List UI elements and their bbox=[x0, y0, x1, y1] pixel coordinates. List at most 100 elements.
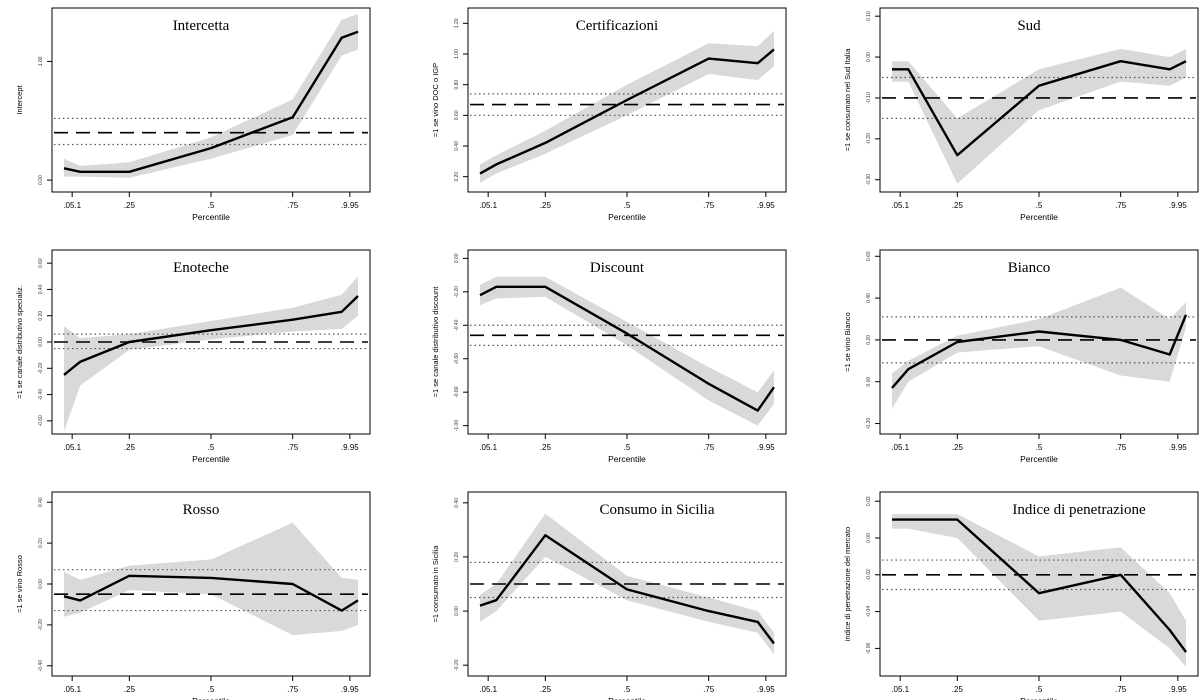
panel-sud: Sud .05.1 .25 .5 .75 .9.95 Percentile -0.30 -0.2… bbox=[843, 7, 1199, 222]
x-tick-label: .5 bbox=[624, 443, 631, 452]
plot-area bbox=[882, 48, 1196, 184]
y-axis-label: =1 se canale distributivo specializ. bbox=[15, 285, 24, 399]
y-tick-label: 0.10 bbox=[866, 11, 872, 21]
x-tick-label: .75 bbox=[287, 201, 299, 210]
x-tick-label: .05.1 bbox=[891, 685, 909, 694]
y-tick-label: 0.00 bbox=[38, 337, 44, 347]
quantile-estimate-line bbox=[63, 295, 359, 376]
panel-enoteche: Enoteche .05.1 .25 .5 .75 .9.95 Percentile -0.6… bbox=[15, 249, 371, 464]
panel-title: Discount bbox=[590, 260, 645, 276]
x-tick-label: .5 bbox=[624, 201, 631, 210]
x-tick-label: .75 bbox=[703, 201, 715, 210]
panel-title: Sud bbox=[1017, 18, 1041, 34]
y-tick-label: 0.40 bbox=[38, 497, 44, 507]
plot-frame bbox=[51, 7, 371, 193]
x-tick-label: .05.1 bbox=[479, 201, 497, 210]
y-tick-label: 0.20 bbox=[866, 335, 872, 345]
y-axis-label: =1 se vino DOC o IGP bbox=[431, 63, 440, 137]
plot-area bbox=[54, 522, 368, 636]
x-tick-label: .5 bbox=[1036, 201, 1043, 210]
x-tick-label: .75 bbox=[703, 685, 715, 694]
confidence-band bbox=[892, 514, 1186, 667]
quantile-estimate-line bbox=[892, 518, 1187, 653]
plot-area bbox=[470, 31, 784, 183]
x-tick-label: .05.1 bbox=[891, 443, 909, 452]
y-tick-label: 0.40 bbox=[454, 141, 460, 151]
y-tick-label: 0.20 bbox=[454, 172, 460, 182]
y-tick-label: -0.10 bbox=[866, 92, 872, 104]
y-tick-label: 0.40 bbox=[38, 284, 44, 294]
quantile-estimate-line bbox=[479, 534, 775, 645]
x-tick-label: .25 bbox=[540, 443, 552, 452]
y-tick-label: -0.20 bbox=[38, 362, 44, 374]
confidence-band bbox=[64, 13, 358, 178]
y-tick-label: 0.00 bbox=[38, 579, 44, 589]
y-tick-label: -0.60 bbox=[454, 353, 460, 365]
panel-discount: Discount .05.1 .25 .5 .75 .9.95 Percentile -1.0… bbox=[431, 249, 787, 464]
x-tick-label: .9.95 bbox=[341, 201, 359, 210]
x-axis-label: Percentile bbox=[1020, 696, 1058, 700]
x-tick-label: .9.95 bbox=[757, 201, 775, 210]
x-axis-label: Percentile bbox=[192, 454, 230, 464]
y-tick-label: -0.20 bbox=[866, 418, 872, 430]
y-tick-label: 0.00 bbox=[38, 175, 44, 185]
x-tick-label: .5 bbox=[624, 685, 631, 694]
plot-area bbox=[882, 287, 1196, 409]
x-tick-label: .25 bbox=[124, 685, 136, 694]
y-tick-label: 0.40 bbox=[454, 498, 460, 508]
x-tick-label: .75 bbox=[1115, 443, 1127, 452]
y-axis-label: =1 se vino Bianco bbox=[843, 312, 852, 371]
x-tick-label: .9.95 bbox=[757, 443, 775, 452]
y-tick-label: 0.80 bbox=[454, 80, 460, 90]
confidence-band bbox=[64, 276, 358, 432]
x-tick-label: .5 bbox=[208, 685, 215, 694]
quantile-estimate-line bbox=[479, 48, 775, 175]
x-tick-label: .25 bbox=[124, 201, 136, 210]
y-tick-label: 0.00 bbox=[454, 253, 460, 263]
y-tick-label: 0.00 bbox=[866, 52, 872, 62]
x-axis-label: Percentile bbox=[192, 212, 230, 222]
panel-title: Intercetta bbox=[173, 18, 230, 34]
x-tick-label: .25 bbox=[124, 443, 136, 452]
y-tick-label: -0.40 bbox=[454, 319, 460, 331]
x-tick-label: .25 bbox=[952, 443, 964, 452]
panel-title: Consumo in Sicilia bbox=[599, 502, 714, 518]
y-tick-label: -0.80 bbox=[454, 386, 460, 398]
y-tick-label: -0.20 bbox=[454, 659, 460, 671]
x-tick-label: .05.1 bbox=[63, 685, 81, 694]
y-axis-label: =1 se vino Rosso bbox=[15, 555, 24, 613]
plot-area bbox=[470, 513, 784, 655]
panel-rosso: Rosso .05.1 .25 .5 .75 .9.95 Percentile -0.40 -0… bbox=[15, 491, 371, 700]
x-tick-label: .25 bbox=[540, 201, 552, 210]
quantile-estimate-line bbox=[63, 30, 359, 174]
x-tick-label: .5 bbox=[208, 201, 215, 210]
y-tick-label: -0.20 bbox=[454, 286, 460, 298]
y-tick-label: 0.20 bbox=[454, 552, 460, 562]
quantile-estimate-line bbox=[891, 314, 1188, 389]
x-tick-label: .75 bbox=[703, 443, 715, 452]
panel-indice-di-penetrazione: Indice di penetrazione .05.1 .25 .5 .75 .9.95… bbox=[843, 491, 1199, 700]
y-tick-label: 1.00 bbox=[454, 49, 460, 59]
x-axis-label: Percentile bbox=[608, 696, 646, 700]
y-tick-label: 0.00 bbox=[866, 377, 872, 387]
x-tick-label: .05.1 bbox=[63, 201, 81, 210]
y-tick-label: 0.02 bbox=[866, 496, 872, 506]
x-axis-label: Percentile bbox=[608, 454, 646, 464]
x-tick-label: .25 bbox=[540, 685, 552, 694]
x-axis-label: Percentile bbox=[608, 212, 646, 222]
y-tick-label: 1.20 bbox=[454, 18, 460, 28]
y-tick-label: 0.60 bbox=[866, 251, 872, 261]
y-axis-label: =1 se canale distributivo discount bbox=[431, 286, 440, 398]
x-tick-label: .75 bbox=[287, 443, 299, 452]
quantile-estimate-line bbox=[479, 285, 775, 412]
y-axis-label: Intercept bbox=[15, 84, 24, 114]
y-tick-label: -0.02 bbox=[866, 569, 872, 581]
panel-title: Certificazioni bbox=[576, 18, 658, 34]
x-tick-label: .9.95 bbox=[1169, 685, 1187, 694]
y-tick-label: 0.00 bbox=[866, 533, 872, 543]
y-tick-label: 0.00 bbox=[454, 606, 460, 616]
x-tick-label: .05.1 bbox=[479, 685, 497, 694]
y-tick-label: 1.00 bbox=[38, 56, 44, 66]
x-tick-label: .75 bbox=[287, 685, 299, 694]
